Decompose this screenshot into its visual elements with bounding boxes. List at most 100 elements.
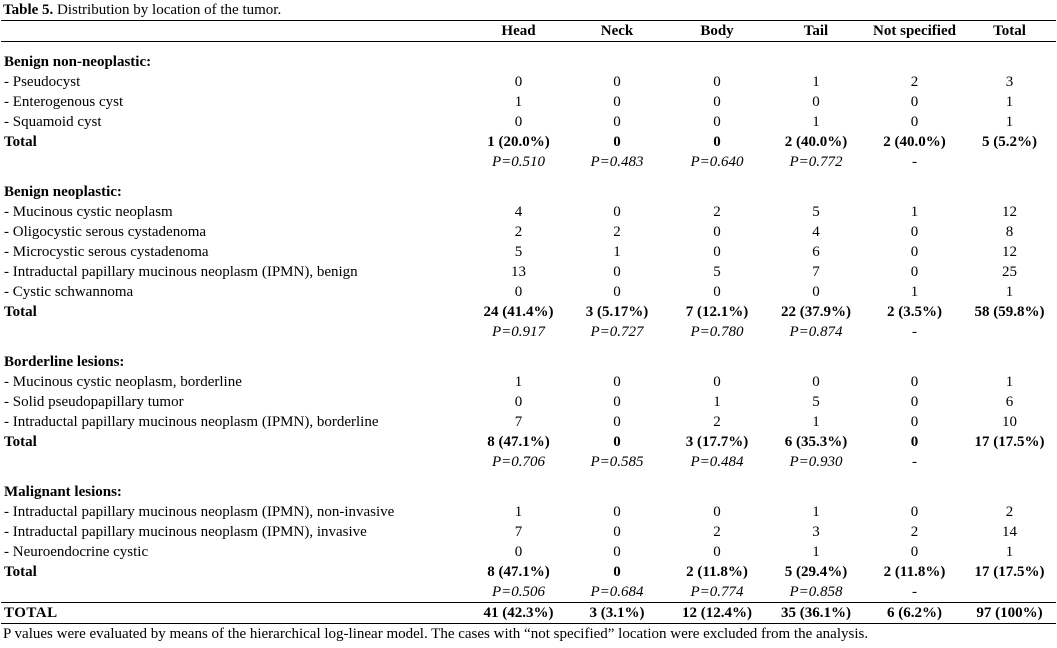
count-cell: 2	[613, 224, 621, 240]
grand-total-cell: 35 (36.1%)	[766, 602, 866, 624]
count-cell: 1	[910, 204, 919, 220]
count-cell: 1	[812, 74, 820, 90]
count-cell: 5	[713, 264, 721, 280]
empty-cell	[1, 20, 471, 42]
header-row: Head Neck Body Tail Not specified Total	[1, 20, 1056, 42]
count-cell: 13	[511, 264, 526, 280]
total-row: Total 8 (47.1%) 0 3 (17.7%) 6 (35.3%) 0 17 (17…	[1, 432, 1056, 452]
data-row: - Mucinous cystic neoplasm 4 0 2 5 1 12	[1, 202, 1056, 222]
p-value-cell: -	[912, 584, 917, 600]
total-cell: 0	[713, 134, 721, 150]
count-cell: 0	[812, 284, 820, 300]
total-cell: 24 (41.4%)	[483, 304, 554, 320]
section-title: Benign neoplastic:	[4, 184, 122, 200]
column-header: Total	[963, 20, 1056, 42]
count-cell: 0	[514, 394, 523, 410]
section-title: Malignant lesions:	[4, 484, 122, 500]
p-value-cell: -	[912, 454, 917, 470]
row-label: - Neuroendocrine cystic	[4, 544, 149, 560]
count-cell: 0	[910, 114, 919, 130]
column-header: Neck	[566, 20, 668, 42]
count-cell: 0	[910, 244, 919, 260]
count-cell: 0	[812, 374, 820, 390]
row-label: - Intraductal papillary mucinous neoplas…	[4, 504, 395, 520]
count-cell: 0	[613, 394, 621, 410]
total-row: Total 1 (20.0%) 0 0 2 (40.0%) 2 (40.0%) 5 (5.2…	[1, 132, 1056, 152]
caption-label: Table 5.	[3, 2, 54, 18]
total-cell: 0	[613, 564, 621, 580]
count-cell: 1	[514, 94, 523, 110]
empty-cell	[963, 152, 1056, 172]
count-cell: 0	[713, 244, 721, 260]
data-row: - Neuroendocrine cystic 0 0 0 1 0 1	[1, 542, 1056, 562]
count-cell: 1	[1005, 374, 1014, 390]
count-cell: 1	[812, 504, 820, 520]
count-cell: 1	[1005, 284, 1014, 300]
total-cell: 8 (47.1%)	[487, 564, 550, 580]
count-cell: 0	[713, 374, 721, 390]
p-value-row: P=0.706 P=0.585 P=0.484 P=0.930 -	[1, 452, 1056, 472]
count-cell: 2	[713, 524, 721, 540]
count-cell: 6	[1005, 394, 1014, 410]
data-row: - Enterogenous cyst 1 0 0 0 0 1	[1, 92, 1056, 112]
count-cell: 0	[713, 74, 721, 90]
count-cell: 12	[1002, 204, 1017, 220]
p-value-cell: P=0.585	[590, 454, 644, 470]
count-cell: 1	[812, 114, 820, 130]
p-value-row: P=0.917 P=0.727 P=0.780 P=0.874 -	[1, 322, 1056, 342]
total-cell: 0	[910, 434, 919, 450]
grand-total-cell: 41 (42.3%)	[471, 602, 566, 624]
count-cell: 0	[613, 284, 621, 300]
count-cell: 0	[613, 374, 621, 390]
count-cell: 1	[910, 284, 919, 300]
row-label: - Mucinous cystic neoplasm	[4, 204, 173, 220]
row-label: Total	[4, 304, 37, 320]
data-row: - Intraductal papillary mucinous neoplas…	[1, 502, 1056, 522]
count-cell: 1	[613, 244, 621, 260]
count-cell: 0	[613, 544, 621, 560]
empty-cell	[963, 322, 1056, 342]
count-cell: 0	[613, 414, 621, 430]
total-cell: 0	[613, 434, 621, 450]
count-cell: 0	[514, 544, 523, 560]
count-cell: 1	[1005, 94, 1014, 110]
p-value-cell: P=0.640	[690, 154, 744, 170]
row-label: - Intraductal papillary mucinous neoplas…	[4, 264, 358, 280]
count-cell: 12	[1002, 244, 1017, 260]
total-row: Total 8 (47.1%) 0 2 (11.8%) 5 (29.4%) 2 (11.8…	[1, 562, 1056, 582]
total-cell: 5 (29.4%)	[784, 564, 848, 580]
count-cell: 2	[910, 74, 919, 90]
count-cell: 1	[1005, 544, 1014, 560]
count-cell: 5	[514, 244, 523, 260]
count-cell: 2	[514, 224, 523, 240]
row-label: - Squamoid cyst	[4, 114, 102, 130]
count-cell: 0	[910, 414, 919, 430]
count-cell: 0	[910, 224, 919, 240]
p-value-cell: P=0.510	[491, 154, 546, 170]
p-value-cell: P=0.780	[690, 324, 744, 340]
row-label: - Oligocystic serous cystadenoma	[4, 224, 207, 240]
count-cell: 0	[514, 74, 523, 90]
count-cell: 0	[613, 524, 621, 540]
total-cell: 3 (17.7%)	[685, 434, 749, 450]
count-cell: 0	[514, 114, 523, 130]
p-value-cell: P=0.917	[491, 324, 546, 340]
count-cell: 1	[812, 544, 820, 560]
count-cell: 3	[812, 524, 820, 540]
data-row: - Pseudocyst 0 0 0 1 2 3	[1, 72, 1056, 92]
total-cell: 2 (40.0%)	[883, 134, 946, 150]
data-row: - Intraductal papillary mucinous neoplas…	[1, 262, 1056, 282]
p-value-cell: P=0.483	[590, 154, 644, 170]
grand-total-cell: 6 (6.2%)	[866, 602, 963, 624]
section-title-row: Malignant lesions:	[1, 472, 1056, 502]
column-header: Not specified	[866, 20, 963, 42]
total-cell: 22 (37.9%)	[781, 304, 851, 320]
data-row: - Cystic schwannoma 0 0 0 0 1 1	[1, 282, 1056, 302]
row-label: - Microcystic serous cystadenoma	[4, 244, 209, 260]
count-cell: 5	[812, 204, 820, 220]
count-cell: 4	[812, 224, 820, 240]
count-cell: 7	[514, 524, 523, 540]
total-cell: 2 (40.0%)	[784, 134, 848, 150]
count-cell: 0	[713, 504, 721, 520]
